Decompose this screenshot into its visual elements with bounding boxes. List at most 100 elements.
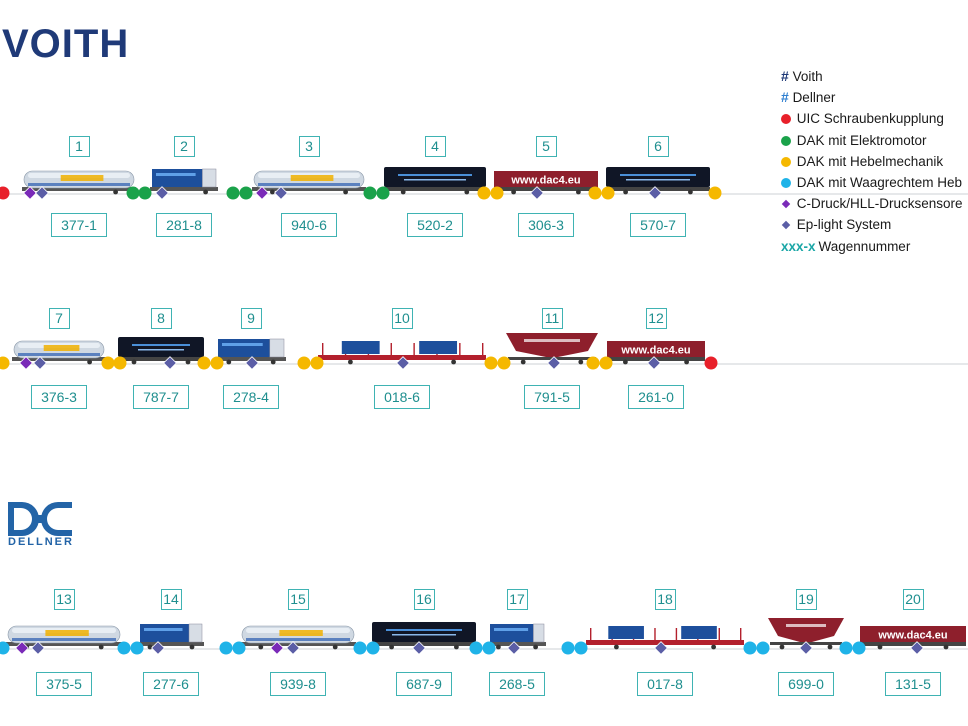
wagon-number-box: 017-8 (637, 672, 693, 696)
wagon-box (150, 168, 218, 195)
wagon-number-box: 787-7 (133, 385, 189, 409)
coupler-circle (574, 641, 588, 655)
green-circle-icon (781, 135, 791, 146)
legend-item-ep-light: Ep-light System (781, 214, 963, 235)
wagon-index-box: 15 (287, 589, 309, 610)
wagon-black (384, 167, 486, 195)
wagon-number-box: 375-5 (36, 672, 92, 696)
sensor-diamond (274, 186, 288, 200)
coupler-circle (0, 356, 10, 370)
coupler-circle (363, 186, 377, 200)
sensor-diamond (286, 641, 300, 655)
dellner-logo: DELLNER (6, 500, 76, 550)
sensor-diamond (35, 186, 49, 200)
wagon-index-box: 10 (391, 308, 413, 329)
wagon-index-box: 14 (160, 589, 182, 610)
wagon-index-box: 4 (424, 136, 446, 157)
coupler-circle (353, 641, 367, 655)
coupler-circle (497, 356, 511, 370)
wagon-tank (240, 625, 356, 650)
coupler-circle (756, 641, 770, 655)
wagon-tank (6, 625, 122, 650)
wagon-number-box: 376-3 (31, 385, 87, 409)
legend-label: DAK mit Hebelmechanik (796, 153, 944, 169)
coupler-circle (126, 186, 140, 200)
voith-logo: VOITH (2, 22, 130, 66)
sensor-diamond (19, 356, 33, 370)
wagon-index-box: 6 (647, 136, 669, 157)
wagon-index-box: 18 (654, 589, 676, 610)
legend-label: DAK mit Elektromotor (796, 132, 927, 148)
coupler-circle (226, 186, 240, 200)
sensor-diamond (654, 641, 668, 655)
wagon-number-box: 306-3 (518, 213, 574, 237)
wagon-black (606, 167, 710, 195)
yellow-circle-icon (781, 156, 791, 167)
wagon-index-box: 16 (413, 589, 435, 610)
hash-icon: # (781, 68, 789, 84)
coupler-circle (0, 186, 10, 200)
legend-item-dak-waagrecht: DAK mit Waagrechtem Heb (781, 172, 963, 193)
coupler-circle (839, 641, 853, 655)
sensor-diamond (255, 186, 269, 200)
wagon-number-box: 018-6 (374, 385, 430, 409)
wagon-number-box: 939-8 (270, 672, 326, 696)
coupler-circle (366, 641, 380, 655)
sensor-diamond (163, 356, 177, 370)
wagon-number-box: 261-0 (628, 385, 684, 409)
wagon-number-box: 940-6 (281, 213, 337, 237)
coupler-circle (601, 186, 615, 200)
coupler-circle (310, 356, 324, 370)
wagon-tank (22, 170, 136, 195)
wagon-index-box: 1 (68, 136, 90, 157)
sensor-diamond (507, 641, 521, 655)
wagon-box (488, 623, 546, 650)
red-circle-icon (781, 114, 791, 125)
wagon-red: www.dac4.eu (860, 626, 966, 650)
wagon-number-box: 281-8 (156, 213, 212, 237)
sensor-diamond (799, 641, 813, 655)
dellner-mark-icon (8, 502, 72, 536)
sensor-diamond (151, 641, 165, 655)
sensor-diamond (910, 641, 924, 655)
legend-item-voith: # Voith (781, 66, 963, 87)
coupler-circle (477, 186, 491, 200)
sensor-diamond (23, 186, 37, 200)
sensor-diamond (33, 356, 47, 370)
wagon-index-box: 13 (53, 589, 75, 610)
legend-item-dak-elektro: DAK mit Elektromotor (781, 130, 963, 151)
wagon-number-box: 277-6 (143, 672, 199, 696)
legend-label: Wagennummer (818, 238, 911, 254)
wagon-number-box: 268-5 (489, 672, 545, 696)
sensor-diamond (648, 186, 662, 200)
coupler-circle (704, 356, 718, 370)
coupler-circle (852, 641, 866, 655)
wagon-number-box: 520-2 (407, 213, 463, 237)
legend-label: UIC Schraubenkupplung (796, 111, 944, 127)
wagon-index-box: 5 (535, 136, 557, 157)
wagon-banner-text: www.dac4.eu (877, 630, 947, 642)
wagon-red: www.dac4.eu (494, 171, 598, 195)
sensor-diamond (647, 356, 661, 370)
wagon-number-box: 699-0 (778, 672, 834, 696)
legend-label: C-Druck/HLL-Drucksensore (796, 196, 963, 212)
coupler-circle (197, 356, 211, 370)
legend-label: Voith (792, 69, 823, 84)
legend-item-wagennummer: xxx-x Wagennummer (781, 236, 963, 257)
coupler-circle (588, 186, 602, 200)
wagon-number-box: 131-5 (885, 672, 941, 696)
wagon-banner-text: www.dac4.eu (620, 345, 690, 357)
legend-item-dak-hebel: DAK mit Hebelmechanik (781, 151, 963, 172)
wagon-index-box: 12 (645, 308, 667, 329)
wagon-black (118, 337, 204, 365)
coupler-circle (0, 641, 10, 655)
coupler-circle (469, 641, 483, 655)
wagon-index-box: 20 (902, 589, 924, 610)
wagon-index-box: 17 (506, 589, 528, 610)
legend-label: Ep-light System (796, 217, 892, 233)
coupler-circle (297, 356, 311, 370)
wagon-number-box: 377-1 (51, 213, 107, 237)
coupler-circle (482, 641, 496, 655)
